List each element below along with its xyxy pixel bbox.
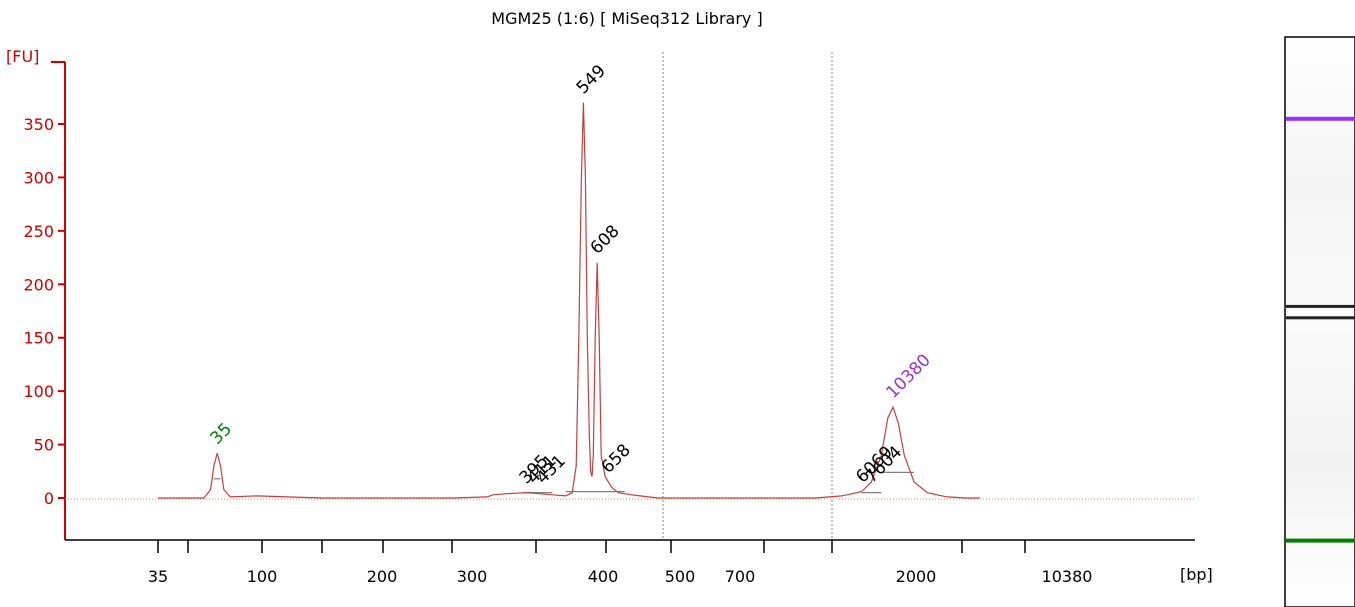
x-tick-label: 2000 (896, 567, 937, 586)
y-tick-label: 100 (23, 382, 54, 401)
gel-lane-background (1284, 36, 1355, 607)
x-axis-label: [bp] (1180, 565, 1213, 584)
peak-label: 35 (207, 419, 236, 448)
x-tick-label: 300 (457, 567, 488, 586)
chart-title: MGM25 (1:6) [ MiSeq312 Library ] (491, 9, 762, 28)
peak-label: 10380 (882, 350, 934, 402)
peak-label: 549 (573, 61, 610, 98)
trace-line (158, 102, 980, 499)
x-tick-label: 700 (725, 567, 756, 586)
gel-band (1286, 304, 1355, 308)
y-axis: 0 50 100 150 200 250 300 350 (23, 61, 66, 540)
x-tick-label: 35 (148, 567, 168, 586)
gel-band (1286, 116, 1355, 121)
gel-lane (1284, 36, 1355, 607)
gel-band (1286, 316, 1355, 320)
y-tick-label: 200 (23, 275, 54, 294)
x-tick-label: 10380 (1042, 567, 1093, 586)
region-markers (662, 52, 833, 540)
x-tick-label: 400 (588, 567, 619, 586)
y-tick-label: 150 (23, 329, 54, 348)
peak-label: 658 (598, 440, 635, 477)
peak-label: 608 (587, 221, 624, 258)
y-tick-label: 350 (23, 115, 54, 134)
y-tick-label: 250 (23, 222, 54, 241)
y-tick-label: 50 (34, 436, 54, 455)
x-tick-label: 500 (665, 567, 696, 586)
y-axis-label: [FU] (6, 47, 39, 66)
x-axis: 35 100 200 300 400 500 700 2000 10380 (65, 539, 1195, 586)
y-tick-label: 300 (23, 168, 54, 187)
x-tick-label: 200 (367, 567, 398, 586)
trace-group (65, 102, 1195, 500)
integration-segments (213, 471, 915, 494)
y-tick-label: 0 (44, 489, 54, 508)
x-tick-label: 100 (247, 567, 278, 586)
gel-band (1286, 538, 1355, 543)
